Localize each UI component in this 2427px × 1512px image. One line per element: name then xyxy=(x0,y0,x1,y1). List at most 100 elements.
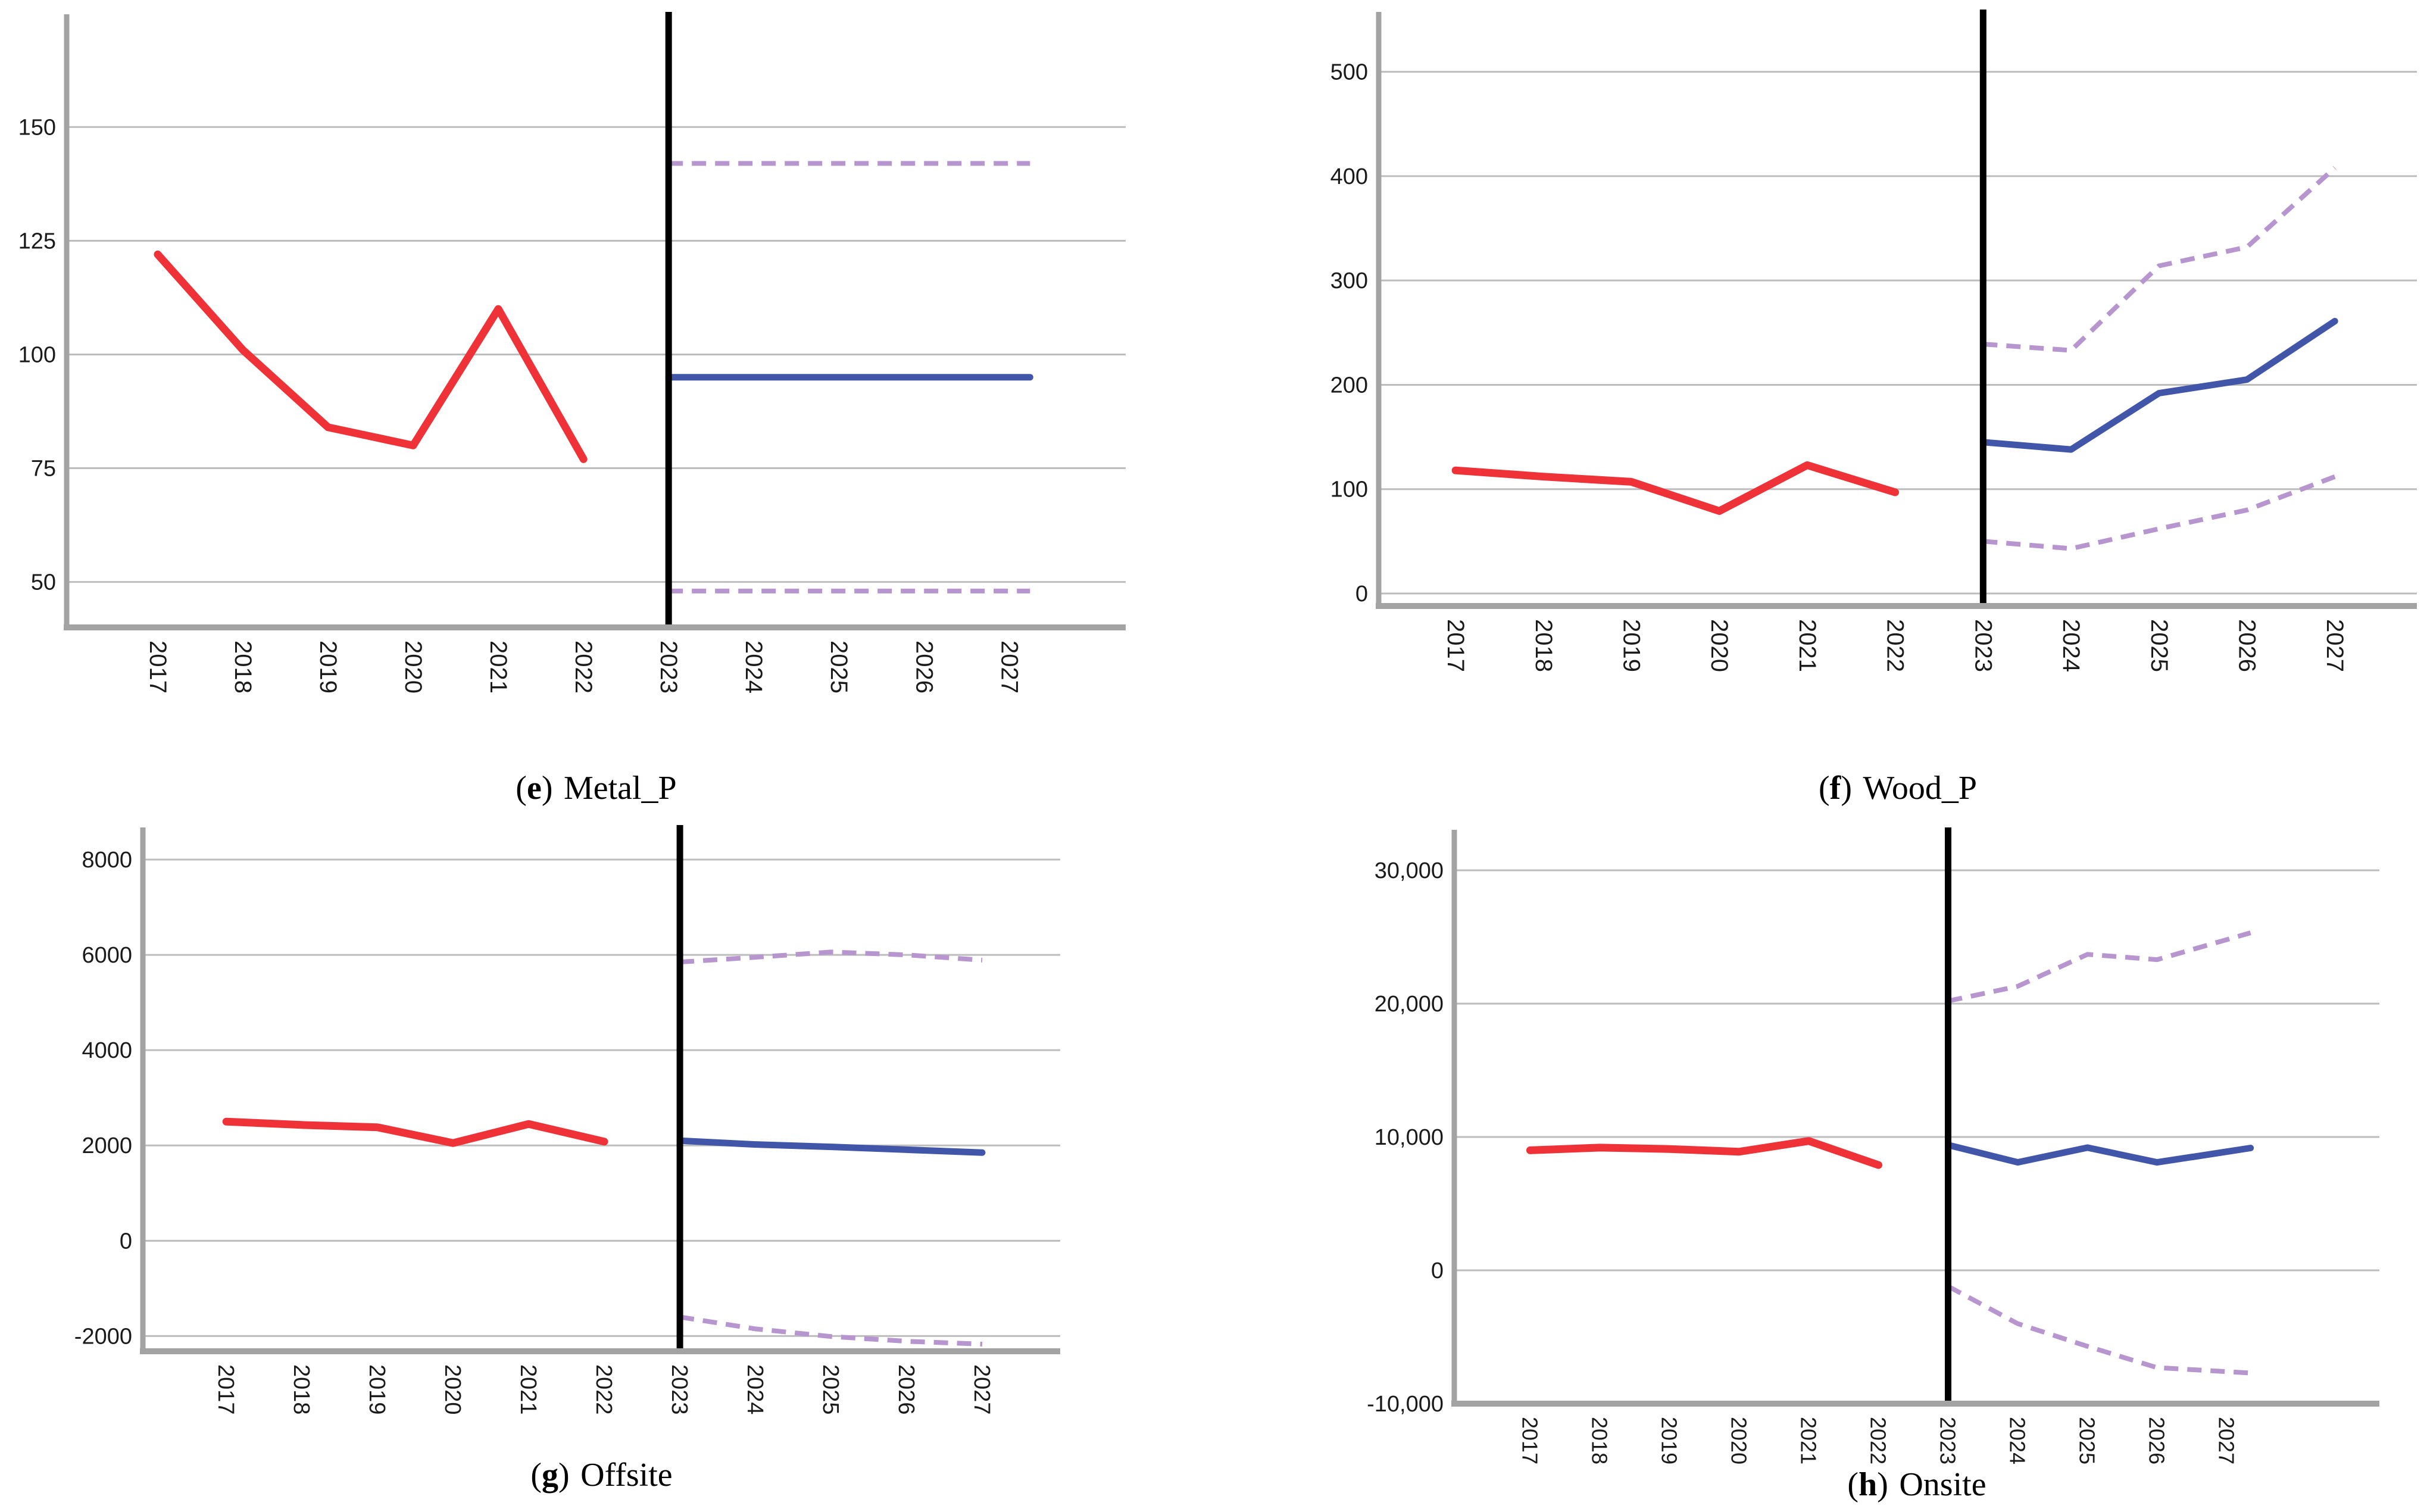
y-tick-label: 125 xyxy=(18,229,56,254)
y-tick-label: 30,000 xyxy=(1375,858,1444,883)
chart-caption-offsite: (g) Offsite xyxy=(143,1456,1060,1494)
confidence-interval-line xyxy=(679,1314,983,1347)
y-tick-label: 75 xyxy=(31,457,56,482)
caption-paren-open: ( xyxy=(1819,770,1830,807)
chart-offsite-canvas: -2000 0 2000 4000 6000 8000 2017 2018 2019 2020 20… xyxy=(74,825,1060,1415)
x-tick-label: 2026 xyxy=(2234,619,2260,672)
chart-wood-p-canvas: 0 100 200 300 400 500 2017 2018 2019 2020 2021 2022… xyxy=(1330,10,2417,672)
caption-letter: f xyxy=(1829,770,1841,807)
y-tick-label: 50 xyxy=(31,570,56,595)
forecast-line xyxy=(1945,1142,2254,1166)
chart-caption-metal-p: (e) Metal_P xyxy=(67,769,1126,807)
x-tick-label: 2023 xyxy=(1936,1417,1960,1464)
y-tick-label: 4000 xyxy=(82,1038,132,1063)
x-tick-label: 2019 xyxy=(315,641,341,693)
caption-letter: g xyxy=(542,1457,559,1494)
x-tick-label: 2017 xyxy=(213,1364,238,1415)
observed-line xyxy=(1451,461,1900,515)
x-tick-label: 2027 xyxy=(996,641,1022,693)
x-tick-label: 2022 xyxy=(591,1364,616,1415)
y-tick-label: 300 xyxy=(1330,268,1368,293)
observed-line xyxy=(1526,1137,1882,1169)
caption-name: Onsite xyxy=(1899,1466,1986,1503)
x-tick-label: 2017 xyxy=(1442,619,1469,672)
x-tick-label: 2025 xyxy=(2075,1417,2100,1464)
x-tick-label: 2025 xyxy=(2146,619,2172,672)
x-tick-label: 2017 xyxy=(145,641,171,693)
confidence-interval-line xyxy=(1947,930,2251,1004)
y-tick-label: 400 xyxy=(1330,164,1368,189)
x-tick-label: 2022 xyxy=(570,641,596,693)
x-tick-label: 2018 xyxy=(1530,619,1557,672)
x-tick-label: 2018 xyxy=(230,641,256,693)
y-tick-label: -10,000 xyxy=(1367,1392,1444,1417)
x-tick-label: 2026 xyxy=(2145,1417,2169,1464)
caption-name: Metal_P xyxy=(563,770,677,807)
y-tick-label: 6000 xyxy=(82,943,132,968)
caption-letter: h xyxy=(1858,1466,1878,1503)
x-tick-label: 2022 xyxy=(1882,619,1909,672)
x-tick-label: 2024 xyxy=(2006,1417,2030,1464)
x-tick-label: 2024 xyxy=(742,1364,767,1415)
x-tick-label: 2024 xyxy=(741,641,767,693)
x-tick-label: 2019 xyxy=(364,1364,389,1415)
x-tick-label: 2027 xyxy=(2214,1417,2239,1464)
x-tick-label: 2017 xyxy=(1517,1417,1542,1464)
x-tick-label: 2018 xyxy=(1587,1417,1611,1464)
x-tick-label: 2021 xyxy=(1796,1417,1820,1464)
chart-onsite-canvas: -10,000 0 10,000 20,000 30,000 2017 2018 2019 20… xyxy=(1367,827,2379,1464)
caption-name: Offsite xyxy=(580,1457,673,1494)
x-tick-label: 2023 xyxy=(667,1364,692,1415)
x-tick-label: 2019 xyxy=(1618,619,1644,672)
caption-paren-open: ( xyxy=(530,1457,542,1494)
caption-paren-open: ( xyxy=(516,770,527,807)
caption-paren-open: ( xyxy=(1847,1466,1859,1503)
y-tick-label: 0 xyxy=(1355,582,1368,607)
x-tick-label: 2027 xyxy=(2322,619,2348,672)
x-tick-label: 2026 xyxy=(894,1364,919,1415)
x-tick-label: 2020 xyxy=(1726,1417,1751,1464)
x-tick-label: 2020 xyxy=(440,1364,465,1415)
y-tick-label: 200 xyxy=(1330,373,1368,398)
y-tick-label: 500 xyxy=(1330,60,1368,85)
chart-caption-onsite: (h) Onsite xyxy=(1454,1466,2379,1504)
y-tick-label: -2000 xyxy=(74,1324,132,1349)
confidence-interval-line xyxy=(1947,1284,2251,1376)
x-tick-label: 2020 xyxy=(1706,619,1732,672)
caption-letter: e xyxy=(526,770,542,807)
chart-caption-wood-p: (f) Wood_P xyxy=(1379,769,2417,807)
x-tick-label: 2023 xyxy=(655,641,682,693)
caption-paren-close: ) xyxy=(1877,1466,1888,1503)
chart-metal-p-canvas: 50 75 100 125 150 2017 2018 2019 2020 2021 2022 202… xyxy=(18,12,1126,693)
y-tick-label: 2000 xyxy=(82,1133,132,1158)
y-tick-label: 100 xyxy=(18,342,56,367)
y-tick-label: 100 xyxy=(1330,477,1368,502)
x-tick-label: 2026 xyxy=(911,641,937,693)
caption-paren-close: ) xyxy=(541,770,553,807)
confidence-interval-line xyxy=(1983,165,2337,353)
y-tick-label: 8000 xyxy=(82,848,132,873)
forecast-line xyxy=(1979,318,2338,453)
observed-line xyxy=(154,250,588,463)
y-tick-label: 20,000 xyxy=(1375,992,1444,1017)
x-tick-label: 2022 xyxy=(1866,1417,1891,1464)
x-tick-label: 2023 xyxy=(1970,619,1996,672)
confidence-interval-line xyxy=(679,949,983,965)
x-tick-label: 2020 xyxy=(400,641,426,693)
x-tick-label: 2024 xyxy=(2058,619,2084,672)
y-tick-label: 0 xyxy=(1431,1258,1444,1283)
caption-name: Wood_P xyxy=(1863,770,1977,807)
y-tick-label: 150 xyxy=(18,115,56,140)
confidence-interval-line xyxy=(1983,474,2336,551)
x-tick-label: 2027 xyxy=(969,1364,994,1415)
x-tick-label: 2018 xyxy=(289,1364,314,1415)
y-tick-label: 10,000 xyxy=(1375,1125,1444,1150)
observed-line xyxy=(222,1117,608,1147)
forecast-line xyxy=(676,1137,986,1156)
x-tick-label: 2025 xyxy=(826,641,852,693)
caption-paren-close: ) xyxy=(558,1457,570,1494)
x-tick-label: 2021 xyxy=(485,641,511,693)
x-tick-label: 2019 xyxy=(1657,1417,1681,1464)
x-tick-label: 2025 xyxy=(818,1364,843,1415)
